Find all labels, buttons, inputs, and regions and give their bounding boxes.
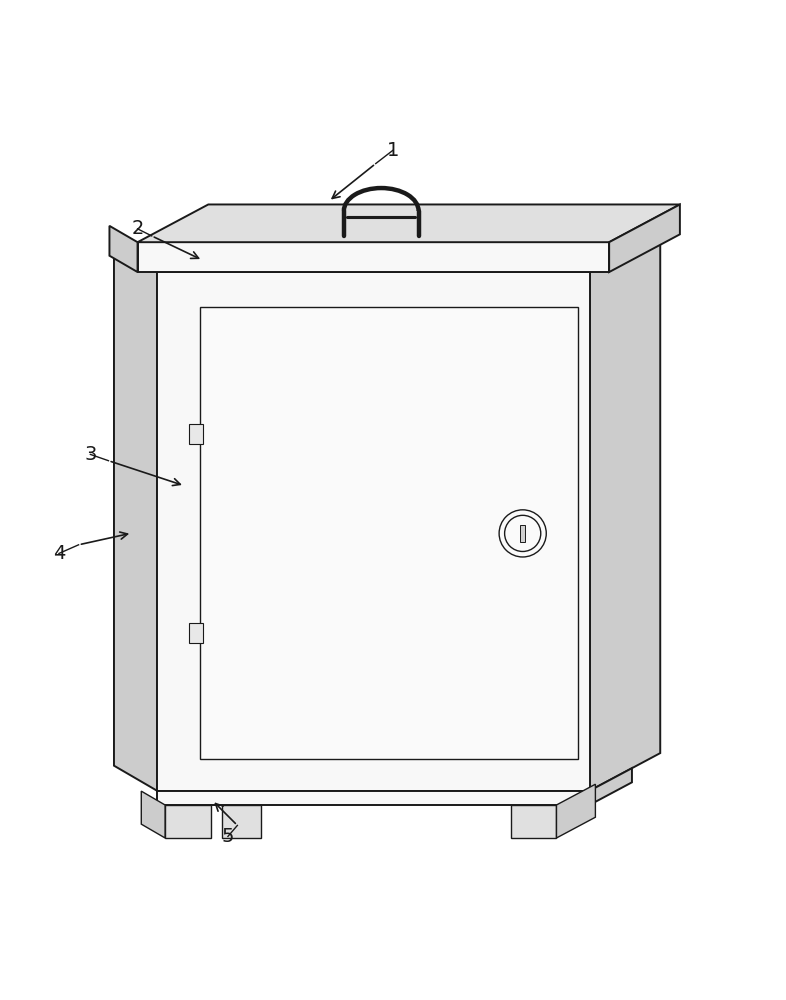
Polygon shape xyxy=(114,247,157,791)
Polygon shape xyxy=(157,791,590,805)
Polygon shape xyxy=(511,805,556,838)
Polygon shape xyxy=(141,791,165,838)
Polygon shape xyxy=(590,234,660,791)
Polygon shape xyxy=(556,784,596,838)
Polygon shape xyxy=(109,226,138,272)
Polygon shape xyxy=(200,307,578,759)
Polygon shape xyxy=(157,234,660,272)
Polygon shape xyxy=(590,768,632,805)
Circle shape xyxy=(505,515,541,551)
Polygon shape xyxy=(520,525,526,542)
Circle shape xyxy=(499,510,546,557)
Polygon shape xyxy=(189,424,204,444)
Polygon shape xyxy=(165,805,211,838)
Text: 1: 1 xyxy=(387,141,399,160)
Polygon shape xyxy=(189,623,204,643)
Text: 5: 5 xyxy=(222,827,234,846)
Text: 3: 3 xyxy=(84,445,97,464)
Polygon shape xyxy=(609,204,680,272)
Polygon shape xyxy=(157,272,590,791)
Text: 2: 2 xyxy=(131,219,144,238)
Text: 4: 4 xyxy=(53,544,65,563)
Polygon shape xyxy=(138,242,609,272)
Polygon shape xyxy=(138,204,680,242)
Polygon shape xyxy=(222,805,261,838)
